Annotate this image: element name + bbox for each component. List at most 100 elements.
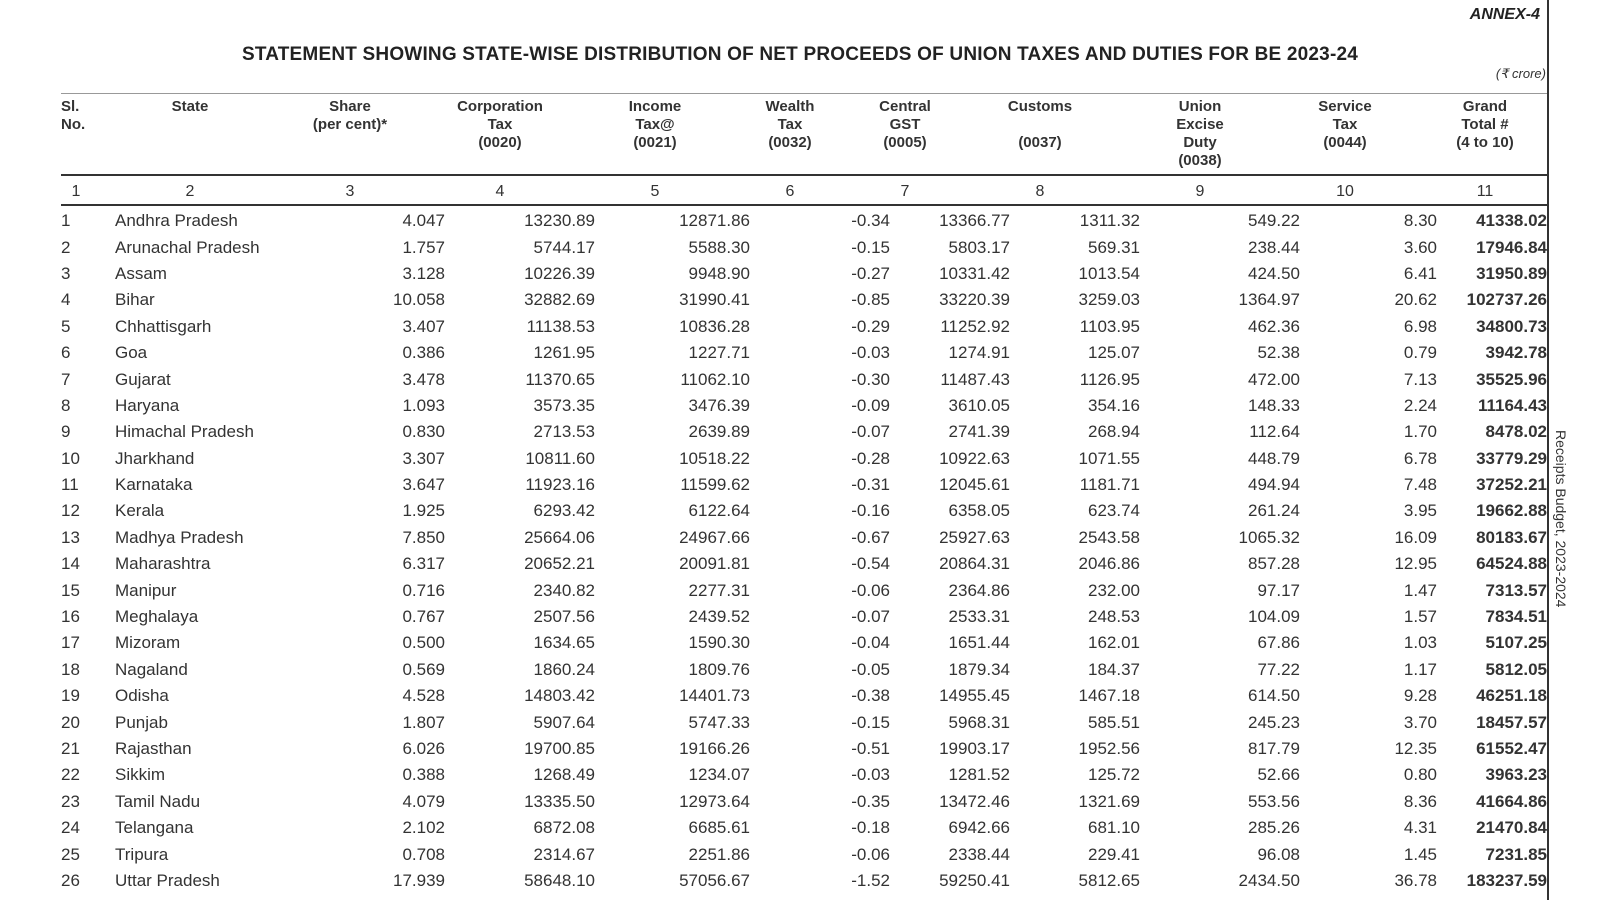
header-wealth-tax: Wealth Tax (0032)	[765, 98, 815, 151]
grand-total-cell: 18457.57	[1476, 712, 1547, 732]
table-row: 9 Himachal Pradesh 0.830 2713.53 2639.89 -0.0…	[61, 419, 1547, 445]
service-tax-cell: 4.31	[1403, 818, 1437, 838]
state-cell: Tripura	[115, 844, 169, 864]
state-cell: Odisha	[115, 686, 169, 706]
service-tax-cell: 1.03	[1403, 633, 1437, 653]
customs-cell: 2046.86	[1078, 554, 1140, 574]
service-tax-cell: 3.95	[1403, 501, 1437, 521]
income-tax-cell: 20091.81	[679, 554, 750, 574]
state-cell: Gujarat	[115, 369, 171, 389]
share-cell: 3.478	[402, 369, 445, 389]
service-tax-cell: 2.24	[1403, 395, 1437, 415]
income-tax-cell: 24967.66	[679, 527, 750, 547]
header-corporation-tax: Corporation Tax (0020)	[457, 98, 543, 151]
share-cell: 0.716	[402, 580, 445, 600]
wealth-tax-cell: -0.34	[851, 211, 890, 231]
union-excise-cell: 424.50	[1248, 263, 1300, 283]
header-top-rule	[61, 93, 1547, 94]
income-tax-cell: 31990.41	[679, 290, 750, 310]
state-cell: Madhya Pradesh	[115, 527, 244, 547]
union-excise-cell: 553.56	[1248, 791, 1300, 811]
income-tax-cell: 10836.28	[679, 316, 750, 336]
income-tax-cell: 12973.64	[679, 791, 750, 811]
column-number: 1	[71, 183, 81, 200]
customs-cell: 681.10	[1088, 818, 1140, 838]
wealth-tax-cell: -0.16	[851, 501, 890, 521]
central-gst-cell: 1879.34	[948, 659, 1010, 679]
customs-cell: 1321.69	[1078, 791, 1140, 811]
table-row: 21 Rajasthan 6.026 19700.85 19166.26 -0.51 199…	[61, 736, 1547, 762]
wealth-tax-cell: -0.29	[851, 316, 890, 336]
corporation-tax-cell: 6872.08	[533, 818, 595, 838]
table-row: 2 Arunachal Pradesh 1.757 5744.17 5588.30 -0.…	[61, 234, 1547, 260]
sl-no-cell: 24	[61, 818, 80, 838]
state-cell: Chhattisgarh	[115, 316, 212, 336]
grand-total-cell: 11164.43	[1477, 395, 1547, 415]
customs-cell: 2543.58	[1078, 527, 1140, 547]
table-row: 14 Maharashtra 6.317 20652.21 20091.81 -0.54 2…	[61, 551, 1547, 577]
grand-total-cell: 5812.05	[1485, 659, 1547, 679]
header-central-gst: Central GST (0005)	[879, 98, 931, 151]
customs-cell: 248.53	[1088, 607, 1140, 627]
central-gst-cell: 25927.63	[939, 527, 1010, 547]
corporation-tax-cell: 1261.95	[533, 343, 595, 363]
central-gst-cell: 5968.31	[948, 712, 1010, 732]
income-tax-cell: 1234.07	[688, 765, 750, 785]
table-row: 13 Madhya Pradesh 7.850 25664.06 24967.66 -0.…	[61, 525, 1547, 551]
grand-total-cell: 102737.26	[1466, 290, 1547, 310]
sl-no-cell: 5	[61, 316, 71, 336]
header-bottom-rule	[61, 174, 1547, 176]
union-excise-cell: 494.94	[1248, 475, 1300, 495]
central-gst-cell: 11252.92	[940, 316, 1010, 336]
income-tax-cell: 5588.30	[688, 237, 750, 257]
state-cell: Sikkim	[115, 765, 166, 785]
wealth-tax-cell: -0.38	[851, 686, 890, 706]
income-tax-cell: 1590.30	[688, 633, 750, 653]
header-union-excise: Union Excise Duty (0038)	[1176, 98, 1224, 169]
union-excise-cell: 817.79	[1248, 739, 1300, 758]
grand-total-cell: 37252.21	[1476, 475, 1547, 495]
table-row: 3 Assam 3.128 10226.39 9948.90 -0.27 10331.42 1…	[61, 261, 1547, 287]
sl-no-cell: 15	[61, 580, 80, 600]
table-row: 23 Tamil Nadu 4.079 13335.50 12973.64 -0.35 13…	[61, 789, 1547, 815]
corporation-tax-cell: 5907.64	[533, 712, 595, 732]
central-gst-cell: 59250.41	[939, 870, 1010, 890]
union-excise-cell: 238.44	[1248, 237, 1300, 257]
customs-cell: 184.37	[1088, 659, 1140, 679]
service-tax-cell: 1.47	[1403, 580, 1437, 600]
union-excise-cell: 614.50	[1248, 686, 1300, 706]
table-row: 5 Chhattisgarh 3.407 11138.53 10836.28 -0.29 1…	[61, 314, 1547, 340]
wealth-tax-cell: -0.67	[851, 527, 890, 547]
sl-no-cell: 7	[61, 369, 71, 389]
customs-cell: 1071.55	[1078, 448, 1140, 468]
sl-no-cell: 18	[61, 659, 80, 679]
sl-no-cell: 16	[61, 607, 80, 627]
sl-no-cell: 12	[61, 501, 80, 521]
income-tax-cell: 57056.67	[679, 870, 750, 890]
service-tax-cell: 7.48	[1403, 475, 1437, 495]
corporation-tax-cell: 13335.50	[524, 791, 595, 811]
corporation-tax-cell: 2507.56	[533, 607, 595, 627]
share-cell: 2.102	[402, 818, 445, 838]
central-gst-cell: 1651.44	[948, 633, 1010, 653]
sl-no-cell: 6	[61, 343, 71, 363]
income-tax-cell: 1227.71	[688, 343, 750, 363]
corporation-tax-cell: 5744.17	[533, 237, 595, 257]
income-tax-cell: 2251.86	[688, 844, 750, 864]
union-excise-cell: 261.24	[1248, 501, 1300, 521]
sl-no-cell: 8	[61, 395, 71, 415]
corporation-tax-cell: 25664.06	[524, 527, 595, 547]
union-excise-cell: 2434.50	[1238, 870, 1300, 890]
column-number: 5	[650, 183, 660, 200]
state-cell: Mizoram	[115, 633, 181, 653]
sl-no-cell: 20	[61, 712, 80, 732]
state-cell: Andhra Pradesh	[115, 211, 238, 231]
share-cell: 4.047	[402, 211, 445, 231]
central-gst-cell: 6358.05	[948, 501, 1010, 521]
income-tax-cell: 2639.89	[688, 422, 750, 442]
share-cell: 0.388	[402, 765, 445, 785]
central-gst-cell: 19903.17	[939, 739, 1010, 758]
central-gst-cell: 13366.77	[939, 211, 1010, 231]
distribution-table: 1 Andhra Pradesh 4.047 13230.89 12871.86 -0.3…	[61, 208, 1547, 894]
table-row: 10 Jharkhand 3.307 10811.60 10518.22 -0.28 109…	[61, 446, 1547, 472]
